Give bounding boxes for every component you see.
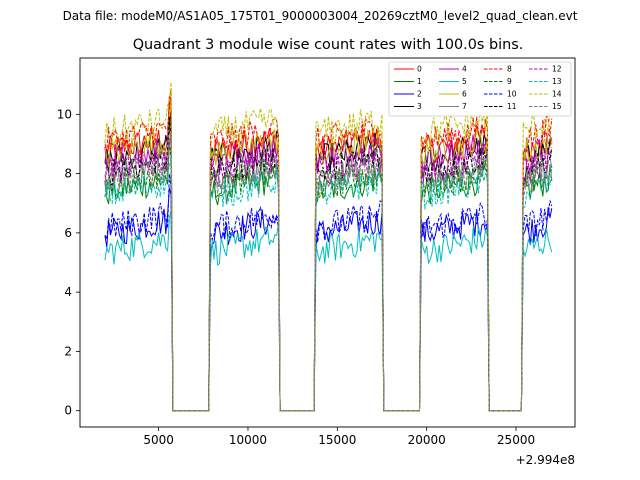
y-tick-label: 8 (64, 167, 72, 181)
series-line-14 (104, 82, 553, 412)
series-line-11 (104, 116, 553, 412)
legend-label-8: 8 (507, 65, 512, 74)
legend-label-0: 0 (417, 65, 422, 74)
y-tick-label: 4 (64, 285, 72, 299)
y-tick-label: 6 (64, 226, 72, 240)
legend-label-15: 15 (552, 102, 562, 111)
x-tick-label: 15000 (318, 433, 356, 447)
legend-label-9: 9 (507, 77, 512, 86)
plot-area (104, 82, 553, 412)
series-line-15 (104, 130, 553, 412)
legend-label-11: 11 (507, 102, 517, 111)
y-tick-label: 2 (64, 344, 72, 358)
x-tick-label: 25000 (497, 433, 535, 447)
legend-label-2: 2 (417, 90, 422, 99)
legend-label-14: 14 (552, 90, 562, 99)
legend-label-7: 7 (462, 102, 467, 111)
y-tick-label: 0 (64, 404, 72, 418)
y-tick-label: 10 (57, 107, 72, 121)
x-tick-label: 10000 (229, 433, 267, 447)
legend-label-3: 3 (417, 102, 422, 111)
x-axis-offset-label: +2.994e8 (516, 453, 575, 467)
figure-suptitle: Data file: modeM0/AS1A05_175T01_90000030… (63, 9, 578, 23)
legend-label-13: 13 (552, 77, 562, 86)
axes-frame (79, 57, 576, 428)
legend-label-10: 10 (507, 90, 517, 99)
legend-label-6: 6 (462, 90, 467, 99)
chart-title: Quadrant 3 module wise count rates with … (133, 37, 524, 53)
legend-label-4: 4 (462, 65, 467, 74)
x-tick-label: 20000 (408, 433, 446, 447)
legend-label-1: 1 (417, 77, 422, 86)
x-tick-label: 5000 (143, 433, 174, 447)
axis-ticks: 5000 10000 15000 20000 25000 0 2 4 6 8 10 (57, 107, 535, 447)
legend-label-5: 5 (462, 77, 467, 86)
legend-label-12: 12 (552, 65, 562, 74)
legend-box (388, 61, 572, 117)
